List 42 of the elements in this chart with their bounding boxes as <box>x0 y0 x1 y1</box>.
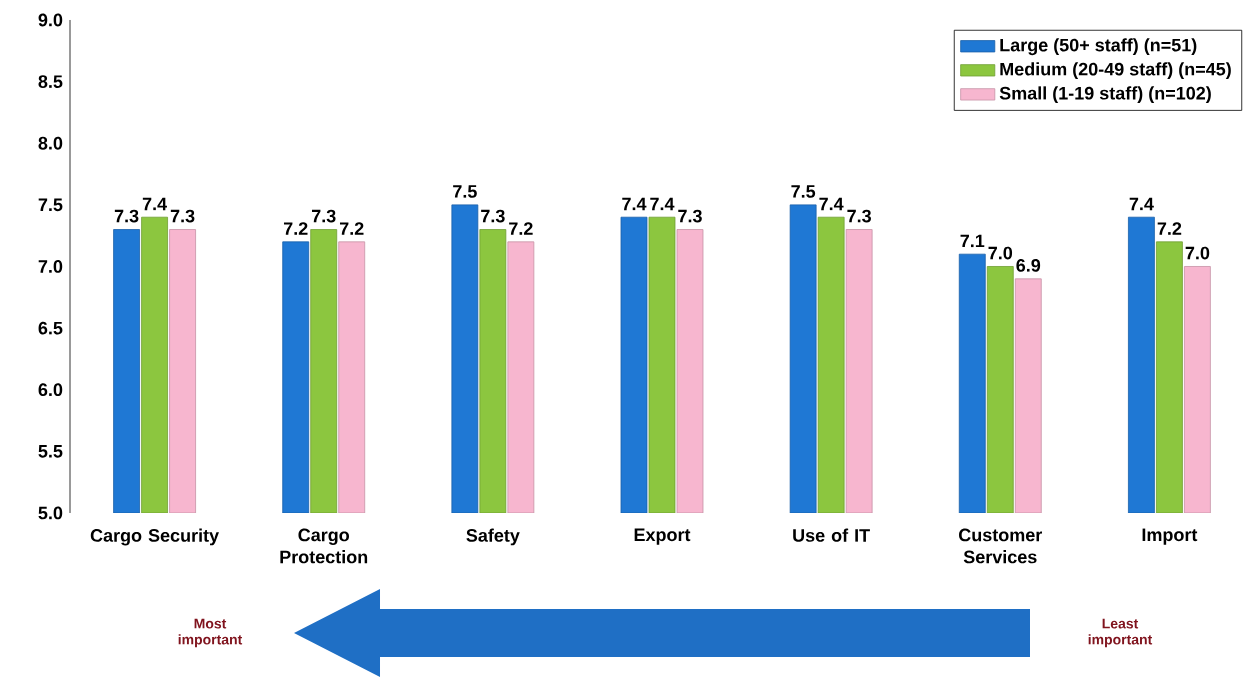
data-label: 7.3 <box>170 209 195 223</box>
data-label: 7.0 <box>1185 246 1210 260</box>
text: Least important <box>1088 618 1153 648</box>
data-label: 7.2 <box>283 222 308 235</box>
legend-label: Medium (20-49 staff) (n=45) <box>1000 62 1231 80</box>
data-label: 7.4 <box>819 197 844 211</box>
x-tick-label: Cargo Security <box>90 528 219 546</box>
x-tick-label: Customer Services <box>959 528 1043 564</box>
y-tick-label: 7.5 <box>38 198 63 212</box>
legend-label: Large (50+ staff) (n=51) <box>1000 38 1197 56</box>
y-tick-label: 6.5 <box>38 321 63 335</box>
data-label: 7.4 <box>1129 197 1154 211</box>
data-label: 7.1 <box>960 234 985 248</box>
data-label: 7.3 <box>311 209 336 223</box>
y-tick-label: 8.0 <box>38 136 63 150</box>
y-tick-label: 5.5 <box>38 445 63 458</box>
data-label: 7.4 <box>622 197 647 211</box>
data-label: 7.4 <box>650 197 675 211</box>
text: Most important <box>178 618 243 648</box>
y-tick-label: 8.5 <box>38 75 63 88</box>
data-label: 7.3 <box>847 209 871 223</box>
data-label: 7.2 <box>339 222 364 235</box>
y-tick-label: 6.0 <box>38 383 63 397</box>
data-label: 7.5 <box>453 185 477 198</box>
data-label: 7.2 <box>1157 222 1182 235</box>
data-label: 7.3 <box>114 209 139 223</box>
x-tick-label: Export <box>634 528 691 545</box>
data-label: 7.3 <box>481 209 505 223</box>
data-label: 7.4 <box>142 197 167 211</box>
data-label: 7.2 <box>509 222 533 235</box>
data-label: 7.0 <box>988 246 1013 260</box>
data-label: 7.3 <box>678 209 702 223</box>
y-tick-label: 5.0 <box>38 506 63 520</box>
y-tick-label: 7.0 <box>38 260 63 273</box>
legend-label: Small (1-19 staff) (n=102) <box>999 86 1211 104</box>
data-label: 6.9 <box>1016 259 1041 272</box>
x-tick-label: Import <box>1142 528 1198 545</box>
x-tick-label: Safety <box>466 528 520 546</box>
x-tick-label: Use of IT <box>793 528 870 542</box>
y-tick-label: 9.0 <box>38 13 63 27</box>
x-tick-label: Cargo Protection <box>280 528 368 564</box>
data-label: 7.5 <box>791 185 816 198</box>
